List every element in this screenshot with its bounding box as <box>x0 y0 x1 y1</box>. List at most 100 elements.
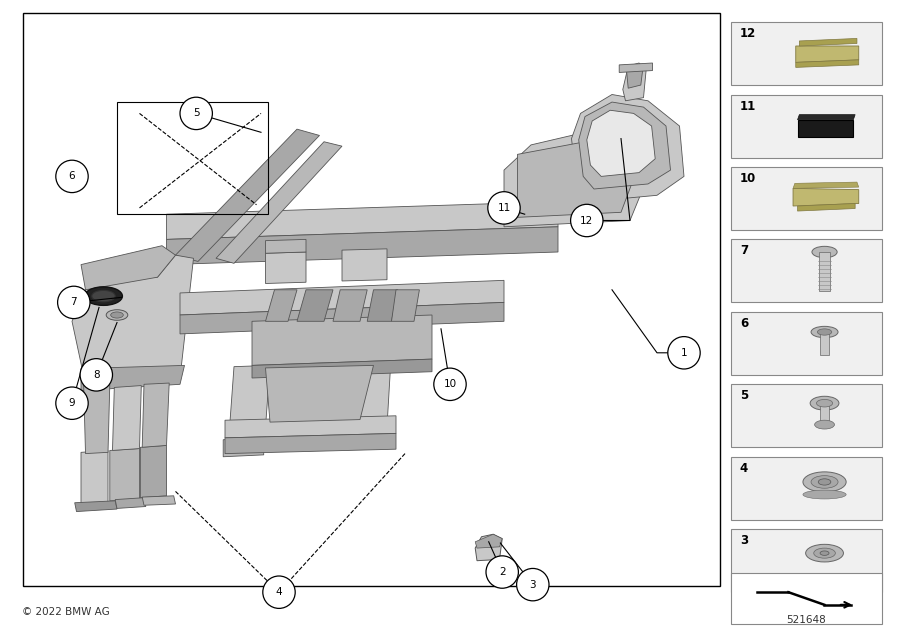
Polygon shape <box>475 534 502 561</box>
Bar <box>731 239 882 302</box>
Polygon shape <box>230 365 270 428</box>
Polygon shape <box>266 365 374 422</box>
Polygon shape <box>75 501 117 512</box>
Polygon shape <box>333 290 367 321</box>
Polygon shape <box>348 427 387 441</box>
Ellipse shape <box>811 326 838 338</box>
Ellipse shape <box>488 192 520 224</box>
Polygon shape <box>266 239 306 253</box>
Bar <box>731 457 882 520</box>
Bar <box>117 102 268 214</box>
Text: 521648: 521648 <box>787 615 826 625</box>
Polygon shape <box>797 120 853 137</box>
Bar <box>731 167 882 230</box>
Polygon shape <box>225 416 396 438</box>
Text: 10: 10 <box>444 379 456 389</box>
Bar <box>731 529 882 592</box>
Bar <box>731 573 882 624</box>
Ellipse shape <box>816 399 833 407</box>
Text: 9: 9 <box>68 398 76 408</box>
Text: 6: 6 <box>740 317 748 330</box>
Bar <box>819 252 830 291</box>
Text: 5: 5 <box>193 108 200 118</box>
Ellipse shape <box>817 329 832 335</box>
Text: 11: 11 <box>498 203 510 213</box>
Polygon shape <box>115 498 146 508</box>
Text: 8: 8 <box>93 370 100 380</box>
Polygon shape <box>166 227 558 265</box>
Polygon shape <box>796 46 859 62</box>
Polygon shape <box>518 142 634 217</box>
Bar <box>731 384 882 447</box>
Polygon shape <box>626 66 643 88</box>
Polygon shape <box>140 445 166 498</box>
Ellipse shape <box>85 287 122 306</box>
Text: 7: 7 <box>740 244 748 258</box>
Polygon shape <box>796 60 859 67</box>
Polygon shape <box>266 290 297 321</box>
Polygon shape <box>572 94 684 202</box>
Polygon shape <box>180 302 504 334</box>
Ellipse shape <box>111 312 123 318</box>
Ellipse shape <box>434 368 466 401</box>
Polygon shape <box>504 132 648 227</box>
Polygon shape <box>223 438 264 457</box>
Polygon shape <box>81 246 176 290</box>
Text: 6: 6 <box>68 171 76 181</box>
Polygon shape <box>799 38 857 46</box>
Polygon shape <box>142 383 169 447</box>
Polygon shape <box>392 290 419 321</box>
Ellipse shape <box>92 290 115 302</box>
Text: 11: 11 <box>740 100 756 113</box>
Ellipse shape <box>58 286 90 319</box>
Ellipse shape <box>803 490 846 499</box>
Text: 7: 7 <box>70 297 77 307</box>
Ellipse shape <box>820 551 829 556</box>
Bar <box>731 94 882 158</box>
Ellipse shape <box>486 556 518 588</box>
Polygon shape <box>797 203 855 211</box>
Polygon shape <box>351 365 391 428</box>
Text: 2: 2 <box>499 567 506 577</box>
Polygon shape <box>266 252 306 284</box>
Ellipse shape <box>56 160 88 193</box>
Ellipse shape <box>803 472 846 492</box>
Polygon shape <box>579 102 670 189</box>
Ellipse shape <box>80 358 112 391</box>
Polygon shape <box>81 365 184 391</box>
Polygon shape <box>619 63 652 72</box>
Polygon shape <box>84 384 110 454</box>
Polygon shape <box>72 255 194 384</box>
Polygon shape <box>110 449 140 501</box>
Bar <box>22 13 720 586</box>
Polygon shape <box>227 427 266 441</box>
Polygon shape <box>142 496 176 505</box>
Text: 1: 1 <box>680 348 688 358</box>
Ellipse shape <box>818 479 831 485</box>
Ellipse shape <box>517 568 549 601</box>
Polygon shape <box>81 450 108 504</box>
Ellipse shape <box>571 204 603 237</box>
Text: 4: 4 <box>275 587 283 597</box>
Text: 5: 5 <box>740 389 748 403</box>
Bar <box>820 332 829 355</box>
Ellipse shape <box>812 246 837 258</box>
Text: 4: 4 <box>740 462 748 475</box>
Ellipse shape <box>56 387 88 420</box>
Text: 10: 10 <box>740 172 756 185</box>
Polygon shape <box>623 63 646 101</box>
Ellipse shape <box>814 420 834 429</box>
Polygon shape <box>367 290 398 321</box>
Polygon shape <box>342 249 387 281</box>
Ellipse shape <box>263 576 295 609</box>
Polygon shape <box>793 188 859 206</box>
Ellipse shape <box>668 336 700 369</box>
Polygon shape <box>216 142 342 263</box>
Polygon shape <box>793 182 859 188</box>
Polygon shape <box>587 110 655 176</box>
Ellipse shape <box>106 310 128 320</box>
Ellipse shape <box>810 396 839 410</box>
Text: 12: 12 <box>740 27 756 40</box>
Polygon shape <box>176 129 320 261</box>
Polygon shape <box>797 115 855 120</box>
